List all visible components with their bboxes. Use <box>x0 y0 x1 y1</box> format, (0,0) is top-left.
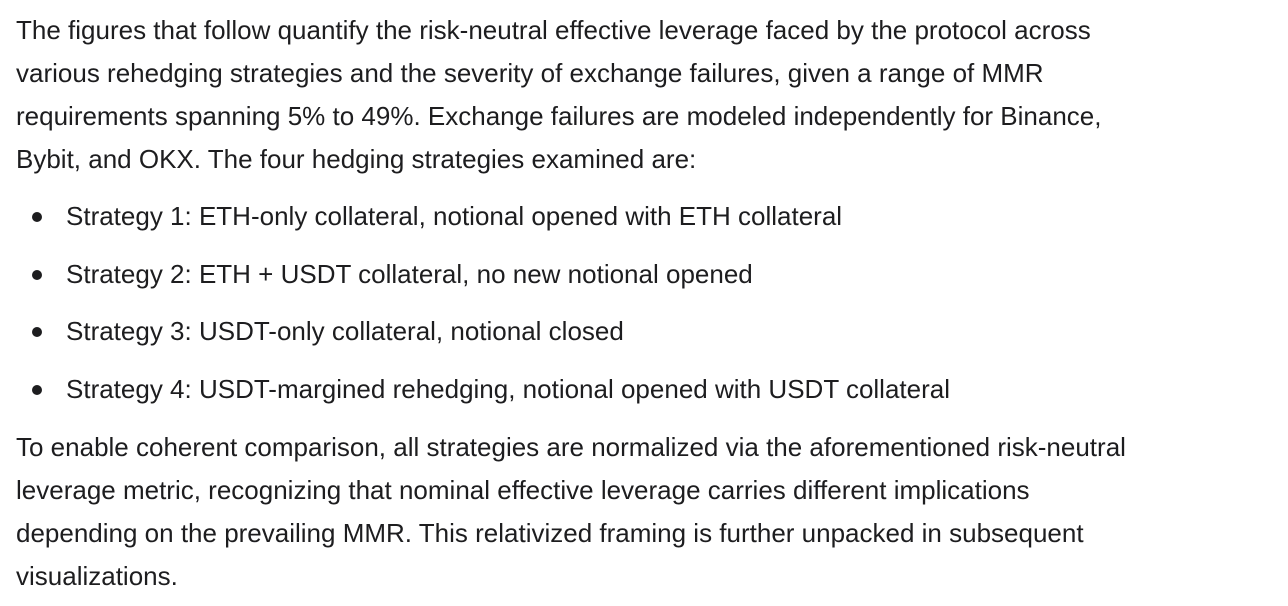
text-line: visualizations. <box>16 561 178 591</box>
intro-paragraph: The figures that follow quantify the ris… <box>16 9 1101 181</box>
list-item: Strategy 3: USDT-only collateral, notion… <box>16 303 950 361</box>
conclusion-paragraph: To enable coherent comparison, all strat… <box>16 426 1126 598</box>
strategy-text: Strategy 2: ETH + USDT collateral, no ne… <box>66 258 753 289</box>
text-line: various rehedging strategies and the sev… <box>16 58 1044 88</box>
text-line: To enable coherent comparison, all strat… <box>16 432 1126 462</box>
strategy-list: Strategy 1: ETH-only collateral, notiona… <box>16 188 950 418</box>
strategy-text: Strategy 3: USDT-only collateral, notion… <box>66 316 624 346</box>
strategy-text: Strategy 1: ETH-only collateral, notiona… <box>66 201 843 231</box>
strategy-text: Strategy 4: USDT-margined rehedging, not… <box>66 373 950 404</box>
list-item: Strategy 2: ETH + USDT collateral, no ne… <box>16 246 950 304</box>
list-item: Strategy 4: USDT-margined rehedging, not… <box>16 361 950 419</box>
text-line: The figures that follow quantify the ris… <box>16 15 1091 45</box>
bullet-icon <box>32 327 42 337</box>
text-line: requirements spanning 5% to 49%. Exchang… <box>16 101 1102 131</box>
bullet-icon <box>32 212 42 222</box>
text-line: Bybit, and OKX. The four hedging strateg… <box>16 144 697 174</box>
list-item: Strategy 1: ETH-only collateral, notiona… <box>16 188 950 246</box>
text-line: leverage metric, recognizing that nomina… <box>16 475 1030 505</box>
bullet-icon <box>32 269 42 280</box>
bullet-icon <box>32 384 42 395</box>
text-line: depending on the prevailing MMR. This re… <box>16 518 1084 548</box>
